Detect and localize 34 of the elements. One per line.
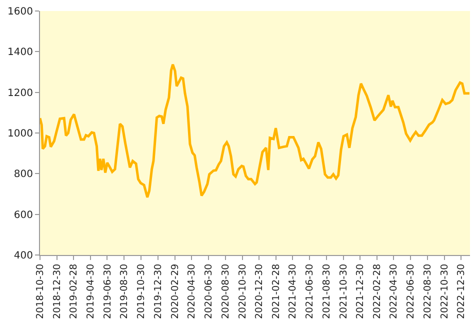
x-tick-label: 2020-04-30 — [186, 264, 198, 320]
x-tick-label: 2022-04-30 — [388, 264, 400, 320]
x-tick-label: 2022-02-28 — [372, 264, 383, 320]
x-tick-label: 2019-04-30 — [85, 264, 96, 320]
y-tick-label: 1000 — [8, 128, 33, 140]
y-tick-label: 1600 — [8, 6, 33, 18]
x-tick-label: 2019-12-30 — [152, 264, 164, 320]
y-tick-label: 600 — [14, 210, 33, 221]
x-tick-label: 2018-10-30 — [35, 264, 46, 320]
x-tick-label: 2018-12-30 — [52, 264, 63, 320]
x-tick-label: 2021-12-30 — [355, 264, 366, 320]
y-tick-label: 400 — [14, 250, 33, 262]
x-tick-label: 2019-06-30 — [102, 264, 114, 320]
x-tick-label: 2019-10-30 — [136, 264, 148, 320]
x-tick-label: 2022-08-30 — [422, 264, 434, 320]
line-series — [40, 63, 470, 198]
x-tick-label: 2019-08-30 — [119, 264, 130, 320]
x-tick-label: 2021-10-30 — [338, 264, 350, 320]
y-tick-label: 1400 — [8, 47, 33, 58]
x-tick-label: 2022-06-30 — [406, 264, 417, 320]
x-tick-label: 2020-02-29 — [170, 264, 181, 320]
x-tick-label: 2020-06-30 — [204, 264, 215, 320]
y-tick-label: 1200 — [8, 88, 33, 99]
x-tick-label: 2022-12-30 — [456, 264, 468, 320]
x-tick-label: 2022-10-30 — [439, 264, 450, 320]
x-tick-label: 2020-12-30 — [254, 264, 266, 320]
x-tick-label: 2021-04-30 — [288, 264, 299, 320]
x-tick-label: 2019-02-28 — [68, 264, 80, 320]
x-tick-label: 2020-10-30 — [237, 264, 248, 320]
y-tick-label: 800 — [14, 169, 33, 180]
x-tick-label: 2021-08-30 — [321, 264, 332, 320]
x-tick-label: 2020-08-30 — [220, 264, 232, 320]
x-tick-label: 2021-06-30 — [304, 264, 316, 320]
x-tick-label: 2021-02-28 — [270, 264, 282, 320]
